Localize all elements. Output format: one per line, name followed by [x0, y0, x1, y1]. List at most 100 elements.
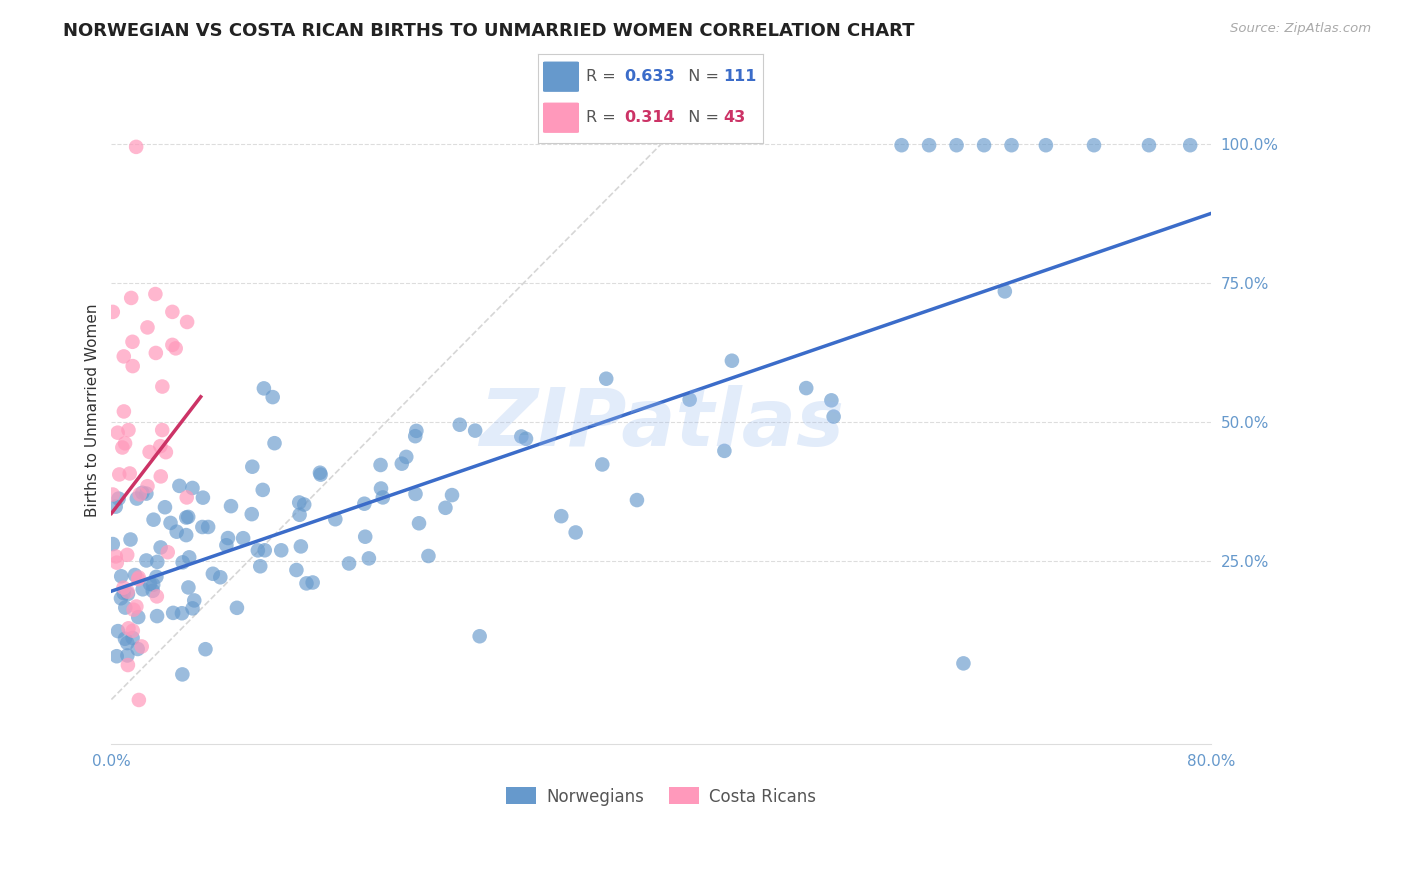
Norwegians	[117, 587, 139, 601]
Norwegians	[194, 642, 217, 657]
Norwegians	[823, 409, 845, 424]
Costa Ricans	[111, 441, 134, 455]
Norwegians	[110, 569, 132, 583]
Norwegians	[181, 481, 204, 495]
Norwegians	[510, 429, 533, 443]
Costa Ricans	[149, 439, 172, 453]
Text: 111: 111	[723, 70, 756, 84]
Costa Ricans	[115, 548, 138, 562]
Text: 43: 43	[723, 111, 745, 125]
Costa Ricans	[104, 549, 127, 564]
Norwegians	[127, 642, 149, 657]
Norwegians	[391, 457, 413, 471]
Costa Ricans	[128, 487, 150, 501]
Y-axis label: Births to Unmarried Women: Births to Unmarried Women	[86, 304, 100, 517]
Norwegians	[252, 483, 274, 497]
Costa Ricans	[131, 640, 153, 654]
Norwegians	[114, 632, 136, 646]
Norwegians	[595, 372, 617, 386]
Norwegians	[591, 458, 613, 472]
Norwegians	[191, 520, 214, 534]
Norwegians	[179, 550, 201, 565]
Norwegians	[945, 138, 967, 153]
Norwegians	[132, 582, 155, 597]
Costa Ricans	[146, 590, 169, 604]
Costa Ricans	[165, 342, 187, 356]
Norwegians	[918, 138, 941, 153]
Norwegians	[371, 491, 394, 505]
Norwegians	[120, 533, 142, 547]
Costa Ricans	[114, 436, 136, 450]
Norwegians	[713, 443, 735, 458]
Norwegians	[253, 543, 276, 558]
Norwegians	[794, 381, 817, 395]
Norwegians	[890, 138, 912, 153]
Costa Ricans	[117, 423, 139, 437]
Costa Ricans	[125, 140, 148, 154]
Costa Ricans	[145, 287, 167, 301]
Norwegians	[217, 531, 239, 545]
Norwegians	[142, 513, 165, 527]
Norwegians	[240, 459, 263, 474]
Norwegians	[515, 432, 537, 446]
Text: N =: N =	[678, 70, 724, 84]
Text: ZIPatlas: ZIPatlas	[478, 385, 844, 463]
Norwegians	[162, 606, 184, 620]
Norwegians	[626, 493, 648, 508]
Costa Ricans	[101, 305, 124, 319]
Norwegians	[215, 538, 238, 552]
Norwegians	[440, 488, 463, 502]
Norwegians	[404, 429, 426, 443]
Costa Ricans	[105, 556, 128, 570]
Costa Ricans	[122, 603, 145, 617]
Norwegians	[107, 491, 129, 506]
Norwegians	[114, 600, 136, 615]
Costa Ricans	[107, 425, 129, 440]
Costa Ricans	[125, 599, 148, 614]
Norwegians	[288, 508, 311, 522]
Norwegians	[131, 485, 153, 500]
Costa Ricans	[101, 487, 124, 501]
Norwegians	[124, 568, 146, 582]
Costa Ricans	[150, 379, 173, 393]
Norwegians	[449, 417, 471, 432]
Norwegians	[135, 486, 157, 500]
Norwegians	[820, 393, 842, 408]
Norwegians	[166, 524, 188, 539]
Norwegians	[721, 353, 744, 368]
Text: 0.314: 0.314	[624, 111, 675, 125]
Norwegians	[240, 507, 263, 521]
Norwegians	[127, 610, 149, 624]
Costa Ricans	[155, 445, 177, 459]
Costa Ricans	[156, 545, 179, 559]
Norwegians	[246, 543, 269, 558]
Norwegians	[209, 570, 232, 584]
Costa Ricans	[136, 320, 159, 334]
Costa Ricans	[162, 338, 184, 352]
Costa Ricans	[176, 315, 198, 329]
Norwegians	[994, 285, 1017, 299]
Norwegians	[370, 458, 392, 472]
Norwegians	[153, 500, 176, 515]
Text: R =: R =	[586, 70, 620, 84]
FancyBboxPatch shape	[543, 103, 579, 133]
Norwegians	[177, 509, 200, 524]
Norwegians	[418, 549, 440, 563]
Norwegians	[101, 537, 124, 551]
Costa Ricans	[138, 445, 160, 459]
Costa Ricans	[136, 479, 159, 493]
Norwegians	[117, 648, 139, 663]
Norwegians	[309, 466, 332, 480]
Norwegians	[262, 390, 284, 404]
Norwegians	[1137, 138, 1160, 153]
Norwegians	[370, 482, 392, 496]
Norwegians	[292, 498, 315, 512]
Norwegians	[135, 553, 157, 567]
Norwegians	[149, 541, 172, 555]
Norwegians	[408, 516, 430, 531]
Norwegians	[550, 509, 572, 524]
Norwegians	[270, 543, 292, 558]
Norwegians	[145, 570, 167, 584]
Norwegians	[146, 555, 169, 569]
Norwegians	[1180, 138, 1202, 153]
